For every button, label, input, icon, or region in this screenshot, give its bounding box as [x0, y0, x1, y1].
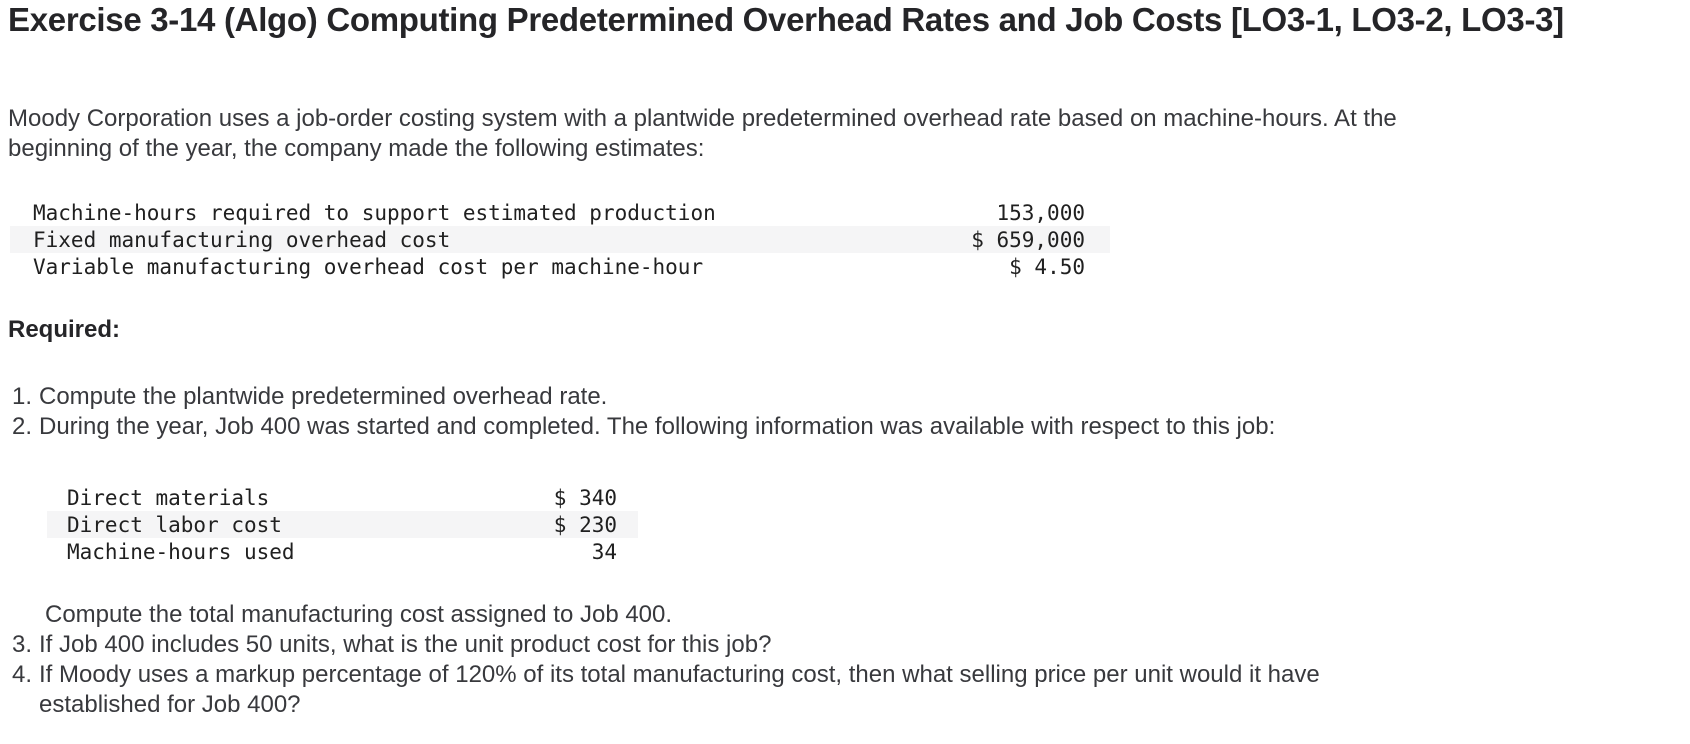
row-label: Machine-hours required to support estima… — [33, 200, 716, 225]
intro-line-2: beginning of the year, the company made … — [8, 135, 705, 162]
item-number: 3. — [11, 631, 32, 658]
row-value: 34 — [591, 539, 617, 564]
item-text: If Job 400 includes 50 units, what is th… — [39, 631, 772, 658]
item-number: 2. — [11, 413, 32, 440]
item-number: 1. — [11, 383, 32, 410]
required-heading: Required: — [8, 316, 121, 343]
item-text-line-2: established for Job 400? — [39, 691, 301, 718]
row-value: $ 230 — [553, 512, 617, 537]
table-row: Direct materials $ 340 — [47, 484, 638, 511]
exercise-title: Exercise 3-14 (Algo) Computing Predeterm… — [8, 1, 1564, 38]
table-row: Machine-hours used 34 — [47, 538, 638, 565]
requirement-item-3: 3. If Job 400 includes 50 units, what is… — [8, 630, 1690, 660]
bottom-requirements: Compute the total manufacturing cost ass… — [8, 600, 1690, 720]
row-value: $ 340 — [553, 485, 617, 510]
table-row: Variable manufacturing overhead cost per… — [10, 253, 1110, 280]
estimates-table: Machine-hours required to support estima… — [10, 199, 1110, 280]
item-text: Compute the plantwide predetermined over… — [39, 383, 608, 410]
item-text-line-1: If Moody uses a markup percentage of 120… — [39, 661, 1320, 688]
exercise-page: Exercise 3-14 (Algo) Computing Predeterm… — [8, 1, 1690, 720]
row-label: Fixed manufacturing overhead cost — [33, 227, 451, 252]
row-label: Variable manufacturing overhead cost per… — [33, 254, 704, 279]
row-value: 153,000 — [996, 200, 1085, 225]
table-row: Machine-hours required to support estima… — [10, 199, 1110, 226]
table-row: Fixed manufacturing overhead cost $ 659,… — [10, 226, 1110, 253]
row-label: Machine-hours used — [67, 539, 295, 564]
requirement-item-4: 4. If Moody uses a markup percentage of … — [8, 660, 1690, 720]
item-text: If Moody uses a markup percentage of 120… — [39, 660, 1320, 720]
row-label: Direct materials — [67, 485, 270, 510]
job-400-table: Direct materials $ 340 Direct labor cost… — [47, 484, 638, 565]
item-text: During the year, Job 400 was started and… — [39, 413, 1276, 440]
compute-note: Compute the total manufacturing cost ass… — [45, 601, 673, 628]
table-row: Direct labor cost $ 230 — [47, 511, 638, 538]
row-value: $ 659,000 — [971, 227, 1085, 252]
intro-line-1: Moody Corporation uses a job-order costi… — [8, 105, 1397, 132]
requirements-list: 1. Compute the plantwide predetermined o… — [8, 382, 1690, 442]
requirement-item-2: 2. During the year, Job 400 was started … — [8, 412, 1690, 442]
intro-paragraph: Moody Corporation uses a job-order costi… — [8, 104, 1690, 164]
item-number: 4. — [11, 661, 32, 688]
requirement-item-1: 1. Compute the plantwide predetermined o… — [8, 382, 1690, 412]
row-label: Direct labor cost — [67, 512, 282, 537]
row-value: $ 4.50 — [1009, 254, 1085, 279]
